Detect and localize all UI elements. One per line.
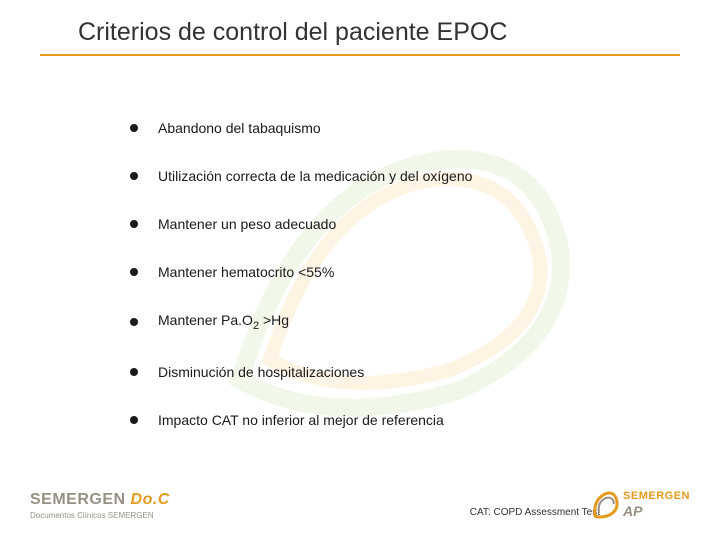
item-text: Mantener Pa.O2 >Hg xyxy=(158,312,289,332)
list-item: Disminución de hospitalizaciones xyxy=(130,364,472,380)
bullet-icon xyxy=(130,124,138,132)
item-text: Mantener hematocrito <55% xyxy=(158,264,334,280)
brand-subtitle: Documentos Clínicos SEMERGEN xyxy=(30,511,170,520)
footnote: CAT: COPD Assessment Test xyxy=(470,507,600,518)
bullet-icon xyxy=(130,318,138,326)
bullet-icon xyxy=(130,220,138,228)
logo-text-ap: AP xyxy=(623,504,690,518)
bullet-icon xyxy=(130,416,138,424)
logo-semergen-ap: SEMERGEN AP xyxy=(591,488,690,520)
item-text: Mantener un peso adecuado xyxy=(158,216,336,232)
item-text: Impacto CAT no inferior al mejor de refe… xyxy=(158,412,444,428)
list-item: Abandono del tabaquismo xyxy=(130,120,472,136)
logo-text-semergen: SEMERGEN xyxy=(623,491,690,502)
title-underline xyxy=(40,54,680,56)
bullet-icon xyxy=(130,172,138,180)
item-text: Abandono del tabaquismo xyxy=(158,120,321,136)
bullet-icon xyxy=(130,368,138,376)
logo-semergen-doc: SEMERGEN Do.C Documentos Clínicos SEMERG… xyxy=(30,491,170,520)
list-item: Utilización correcta de la medicación y … xyxy=(130,168,472,184)
list-item: Impacto CAT no inferior al mejor de refe… xyxy=(130,412,472,428)
brand-name: SEMERGEN xyxy=(30,491,126,508)
list-item: Mantener hematocrito <55% xyxy=(130,264,472,280)
g-mark-icon xyxy=(591,488,619,520)
criteria-list: Abandono del tabaquismo Utilización corr… xyxy=(130,120,472,460)
slide-title: Criterios de control del paciente EPOC xyxy=(78,18,507,47)
list-item: Mantener Pa.O2 >Hg xyxy=(130,312,472,332)
bullet-icon xyxy=(130,268,138,276)
list-item: Mantener un peso adecuado xyxy=(130,216,472,232)
brand-doc: Do.C xyxy=(131,491,170,508)
item-text: Utilización correcta de la medicación y … xyxy=(158,168,472,184)
item-text: Disminución de hospitalizaciones xyxy=(158,364,364,380)
